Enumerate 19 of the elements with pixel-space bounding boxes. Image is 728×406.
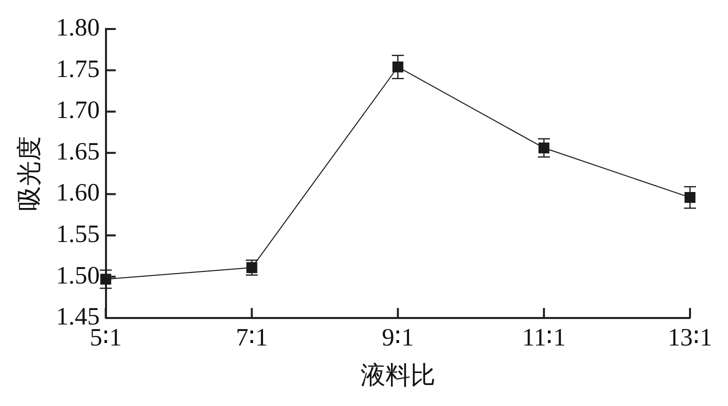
y-tick-label: 1.65 [56,138,100,166]
y-tick-label: 1.75 [56,56,100,83]
point [246,262,258,274]
point [100,274,112,285]
x-tick-label: 11∶1 [522,324,566,352]
x-tick-label: 13∶1 [668,324,712,352]
x-axis-title: 液料比 [360,362,436,390]
x-tick-label: 9∶1 [382,324,414,352]
x-tick-label: 7∶1 [236,324,268,352]
x-tick-label: 5∶1 [90,324,122,352]
point [538,142,550,154]
y-tick-label: 1.55 [56,220,100,248]
point [392,62,404,72]
y-tick-label: 1.70 [56,97,100,124]
y-axis-title: 吸光度 [16,136,44,211]
y-tick-label: 1.60 [56,180,100,207]
y-tick-label: 1.80 [56,14,100,42]
point [684,192,696,203]
y-tick-label: 1.50 [56,262,100,290]
